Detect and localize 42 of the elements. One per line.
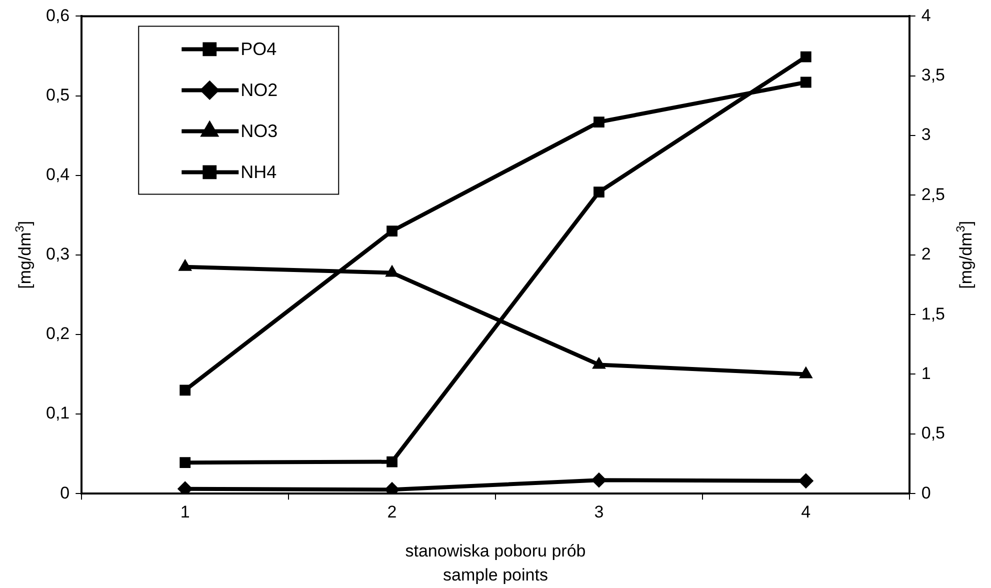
legend-label: NH4 (240, 162, 277, 182)
y2-tick-label: 2 (921, 244, 931, 264)
y2-tick-label: 3,5 (921, 66, 946, 85)
point (180, 457, 191, 468)
point (386, 226, 398, 236)
y2-tick-label: 4 (921, 6, 931, 25)
point (798, 473, 814, 488)
point (800, 76, 812, 88)
y-tick-label: 0,3 (46, 244, 70, 264)
y-tick-label: 0,2 (46, 324, 70, 344)
y-tick-label: 0,4 (46, 165, 70, 184)
y2-tick-label: 3 (921, 125, 931, 144)
x-tick-label: 1 (180, 502, 190, 522)
point (591, 472, 606, 488)
point (385, 265, 399, 277)
y-tick-label: 0,6 (46, 6, 70, 25)
legend-label: NO3 (240, 121, 278, 142)
y2-tick-label: 0 (921, 483, 931, 502)
y2-tick-label: 0,5 (921, 424, 946, 443)
point (386, 456, 398, 468)
point (178, 481, 193, 494)
legend-label: NO2 (240, 80, 278, 100)
x-tick-label: 2 (387, 502, 397, 522)
x-tick-label: 4 (801, 502, 811, 522)
y2-tick-label: 2,5 (921, 184, 946, 204)
y-axis-title: [mg/dm3] (12, 220, 35, 289)
y-tick-label: 0 (60, 483, 70, 502)
point (178, 259, 192, 271)
y2-axis-title: [mg/dm3] (953, 220, 976, 289)
point (799, 366, 812, 378)
point (594, 116, 604, 128)
y2-tick-label: 1,5 (921, 304, 946, 324)
legend-label: PO4 (240, 39, 277, 60)
y-tick-label: 0,5 (46, 85, 70, 104)
point (180, 384, 191, 396)
x-axis-title: stanowiska poboru prób sample points (405, 541, 586, 584)
point (594, 186, 604, 198)
y2-tick-label: 1 (921, 364, 931, 383)
point (800, 51, 812, 62)
point (592, 357, 606, 369)
x-tick-label: 3 (594, 502, 604, 522)
y-tick-label: 0,1 (46, 404, 70, 423)
